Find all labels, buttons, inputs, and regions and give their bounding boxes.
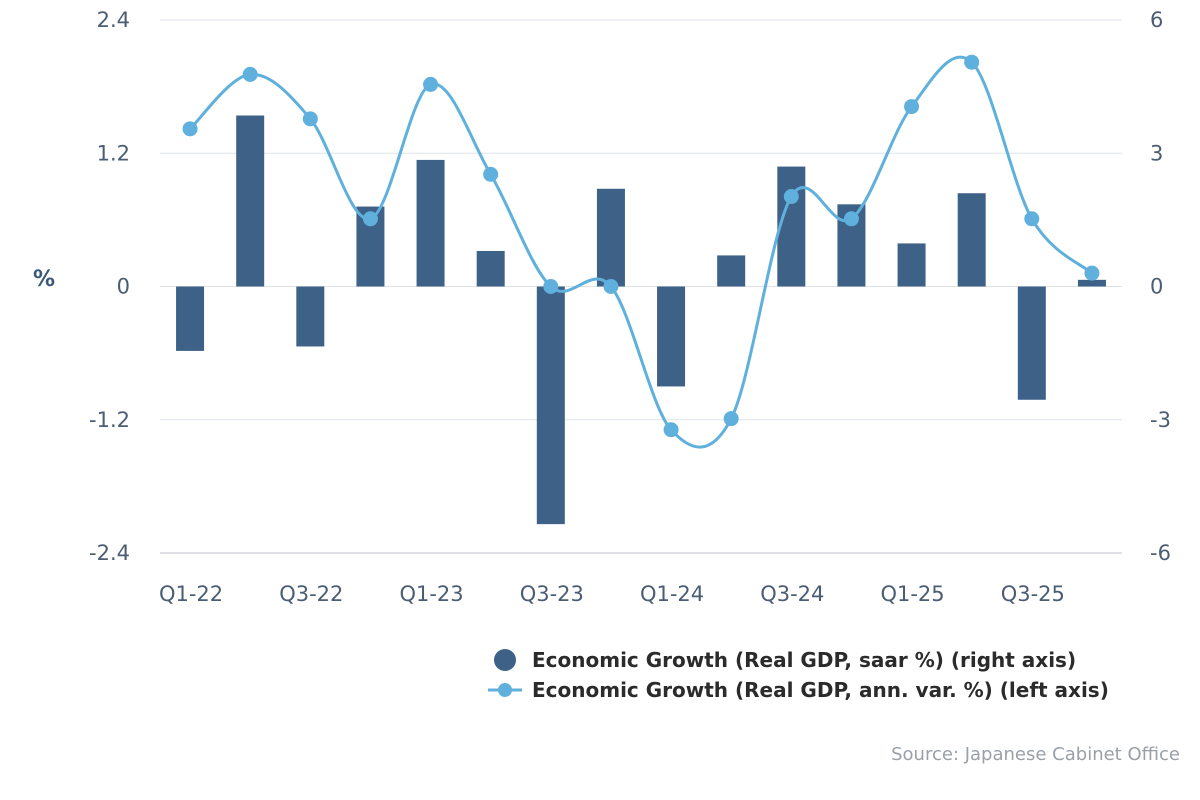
x-axis-tick-label: Q3-25 xyxy=(1001,582,1065,606)
x-axis-tick-label: Q1-23 xyxy=(399,582,463,606)
line-point-Q2-23[interactable] xyxy=(483,166,499,182)
right-axis-tick-label: 6 xyxy=(1150,8,1163,32)
bar-Q2-23[interactable] xyxy=(476,250,505,287)
line-point-Q2-25[interactable] xyxy=(964,54,980,70)
bar-Q1-22[interactable] xyxy=(176,286,205,351)
x-axis-tick-label: Q3-22 xyxy=(279,582,343,606)
bar-Q1-25[interactable] xyxy=(897,243,926,287)
source-note: Source: Japanese Cabinet Office xyxy=(891,744,1180,765)
bar-Q1-24[interactable] xyxy=(657,286,686,387)
x-axis-tick-label: Q1-24 xyxy=(640,582,704,606)
line-point-Q3-22[interactable] xyxy=(302,111,318,127)
line-point-Q2-24[interactable] xyxy=(723,411,739,427)
x-axis-tick-label: Q1-25 xyxy=(880,582,944,606)
left-axis-tick-label: 1.2 xyxy=(97,141,130,165)
bar-Q2-22[interactable] xyxy=(236,115,265,287)
right-axis-tick-label: -6 xyxy=(1150,541,1171,565)
right-axis-tick-label: -3 xyxy=(1150,408,1171,432)
line-point-Q1-22[interactable] xyxy=(182,121,198,137)
legend-item-line[interactable]: Economic Growth (Real GDP, ann. var. %) … xyxy=(488,675,1109,705)
bar-Q3-22[interactable] xyxy=(296,286,325,347)
legend-bar-marker-icon xyxy=(494,649,516,671)
bar-Q3-25[interactable] xyxy=(1017,286,1046,400)
x-axis-tick-label: Q3-23 xyxy=(520,582,584,606)
x-axis-tick-label: Q3-24 xyxy=(760,582,824,606)
line-point-Q1-24[interactable] xyxy=(663,422,679,438)
line-point-Q4-23[interactable] xyxy=(603,279,619,294)
legend-line-label: Economic Growth (Real GDP, ann. var. %) … xyxy=(532,678,1109,702)
y-axis-unit-label: % xyxy=(33,267,55,292)
line-point-Q3-24[interactable] xyxy=(783,189,799,205)
bar-Q4-25[interactable] xyxy=(1077,279,1106,287)
legend-item-bar[interactable]: Economic Growth (Real GDP, saar %) (righ… xyxy=(488,645,1109,675)
bar-Q2-25[interactable] xyxy=(957,193,986,287)
bar-Q3-23[interactable] xyxy=(536,286,565,525)
line-point-Q4-24[interactable] xyxy=(843,211,859,227)
bar-Q2-24[interactable] xyxy=(717,255,746,287)
line-point-Q1-25[interactable] xyxy=(904,99,920,115)
right-axis-tick-label: 3 xyxy=(1150,141,1163,165)
legend-line-marker-icon xyxy=(488,683,522,697)
left-axis-tick-label: 2.4 xyxy=(97,8,130,32)
legend-bar-label: Economic Growth (Real GDP, saar %) (righ… xyxy=(532,648,1077,672)
line-point-Q4-22[interactable] xyxy=(362,211,378,227)
bar-Q4-23[interactable] xyxy=(596,188,625,287)
legend: Economic Growth (Real GDP, saar %) (righ… xyxy=(488,645,1109,705)
gdp-chart: 2.4 1.2 0 -1.2 -2.4 6 3 0 -3 -6 Q1-22 Q3-22 Q1-23 Q3-… xyxy=(33,8,1171,606)
line-point-Q4-25[interactable] xyxy=(1084,265,1100,281)
bar-Q3-24[interactable] xyxy=(777,166,806,287)
line-point-Q1-23[interactable] xyxy=(423,76,439,92)
line-point-Q2-22[interactable] xyxy=(242,66,258,82)
right-axis-tick-label: 0 xyxy=(1150,275,1163,299)
line-point-Q3-23[interactable] xyxy=(543,279,559,294)
annual-variation-line xyxy=(189,55,1093,449)
x-axis-tick-label: Q1-22 xyxy=(159,582,223,606)
left-axis-tick-label: -2.4 xyxy=(89,541,130,565)
left-axis-tick-label: 0 xyxy=(117,275,130,299)
left-axis-tick-label: -1.2 xyxy=(89,408,130,432)
line-point-Q3-25[interactable] xyxy=(1024,211,1040,227)
bar-Q1-23[interactable] xyxy=(416,159,445,287)
